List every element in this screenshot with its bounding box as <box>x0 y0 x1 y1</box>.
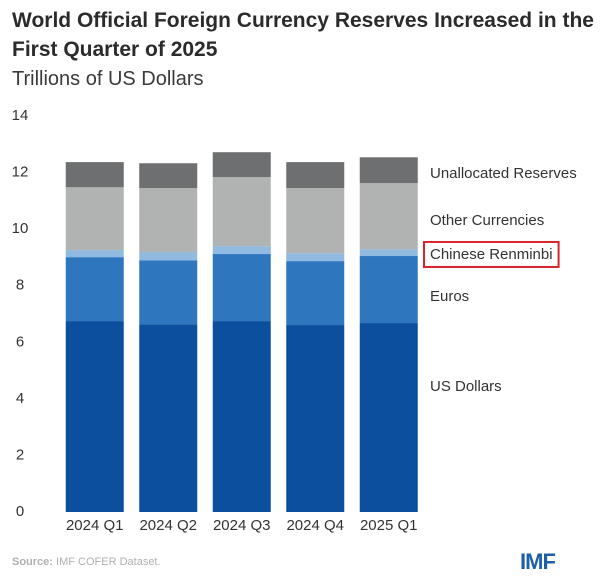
bar-segment <box>359 249 418 257</box>
x-tick-label: 2025 Q1 <box>360 517 418 534</box>
y-tick-label: 12 <box>12 164 29 181</box>
bar-segment <box>65 257 124 322</box>
x-tick-label: 2024 Q4 <box>286 517 344 534</box>
x-tick-label: 2024 Q2 <box>139 517 197 534</box>
legend-label: Unallocated Reserves <box>430 165 577 182</box>
bar-segment <box>359 323 418 512</box>
bar-segment <box>139 252 198 261</box>
bar-segment <box>212 246 271 255</box>
legend-label: Euros <box>430 288 469 305</box>
bar-segment <box>359 183 418 250</box>
bar-segment <box>212 152 271 178</box>
bar-segment <box>286 325 345 512</box>
bar-segment <box>65 187 124 251</box>
bar-segment <box>212 177 271 247</box>
legend-label: Other Currencies <box>430 212 544 229</box>
chart: 0 2 4 6 8 10 12 14 2024 Q1 2024 Q2 2024 Q3 2024 Q4 2… <box>12 107 577 534</box>
bar-segment <box>286 261 345 326</box>
y-tick-label: 0 <box>16 503 24 520</box>
x-tick-label: 2024 Q3 <box>213 517 271 534</box>
y-tick-label: 6 <box>16 333 24 350</box>
bar-segment <box>286 162 345 189</box>
highlight-box <box>423 240 560 268</box>
logo: IMF <box>520 549 556 574</box>
chart-title: World Official Foreign Currency Reserves… <box>12 9 594 61</box>
bar-segment <box>212 321 271 512</box>
bar-segment <box>286 253 345 262</box>
source-label: Source: <box>12 556 53 568</box>
bar-segment <box>139 324 198 512</box>
x-tick-label: 2024 Q1 <box>66 517 124 534</box>
y-tick-label: 2 <box>16 446 24 463</box>
chart-subtitle: Trillions of US Dollars <box>12 68 204 90</box>
legend-label: US Dollars <box>430 378 502 395</box>
legend-label: Chinese Renminbi <box>430 246 553 263</box>
source: Source: IMF COFER Dataset. <box>12 556 161 568</box>
y-tick-label: 4 <box>16 390 24 407</box>
bar-segment <box>212 254 271 322</box>
y-tick-label: 8 <box>16 277 24 294</box>
bar-segment <box>139 188 198 253</box>
bar-segment <box>65 321 124 512</box>
source-text: IMF COFER Dataset. <box>56 556 161 568</box>
bar-segment <box>65 162 124 188</box>
bar-segment <box>359 157 418 184</box>
bar-segment <box>65 250 124 258</box>
y-tick-label: 10 <box>12 220 29 237</box>
y-tick-label: 14 <box>12 107 29 124</box>
bar-segment <box>139 163 198 189</box>
bar-segment <box>139 260 198 325</box>
bar-segment <box>359 256 418 324</box>
bar-segment <box>286 188 345 254</box>
